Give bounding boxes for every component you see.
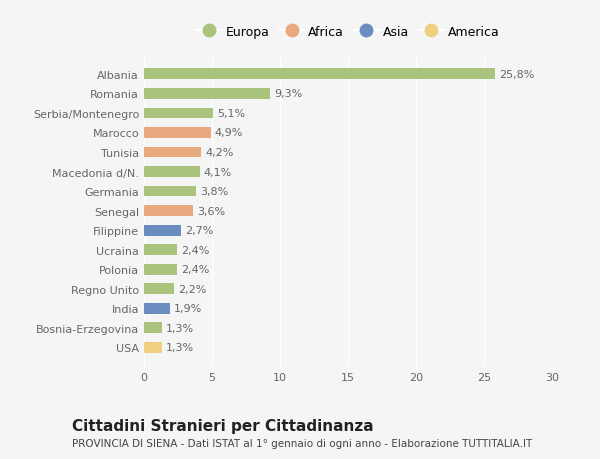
Bar <box>144 245 176 256</box>
Bar <box>144 69 495 80</box>
Bar <box>144 167 200 178</box>
Bar <box>144 128 211 139</box>
Text: 5,1%: 5,1% <box>217 109 245 118</box>
Text: 4,1%: 4,1% <box>204 167 232 177</box>
Bar <box>144 284 174 295</box>
Bar <box>144 323 161 334</box>
Bar <box>144 264 176 275</box>
Text: PROVINCIA DI SIENA - Dati ISTAT al 1° gennaio di ogni anno - Elaborazione TUTTIT: PROVINCIA DI SIENA - Dati ISTAT al 1° ge… <box>72 438 532 448</box>
Bar <box>144 147 201 158</box>
Text: 2,2%: 2,2% <box>178 284 206 294</box>
Bar <box>144 108 214 119</box>
Text: 25,8%: 25,8% <box>499 70 535 79</box>
Bar <box>144 206 193 217</box>
Text: 1,3%: 1,3% <box>166 343 194 353</box>
Text: 3,8%: 3,8% <box>200 187 228 196</box>
Text: 1,9%: 1,9% <box>174 304 202 313</box>
Legend: Europa, Africa, Asia, America: Europa, Africa, Asia, America <box>191 21 505 44</box>
Bar <box>144 186 196 197</box>
Bar <box>144 225 181 236</box>
Text: 4,9%: 4,9% <box>215 128 243 138</box>
Bar <box>144 89 271 100</box>
Text: 4,2%: 4,2% <box>205 148 233 157</box>
Text: 3,6%: 3,6% <box>197 206 225 216</box>
Text: 2,4%: 2,4% <box>181 245 209 255</box>
Text: 9,3%: 9,3% <box>275 89 303 99</box>
Text: 2,7%: 2,7% <box>185 226 213 235</box>
Text: Cittadini Stranieri per Cittadinanza: Cittadini Stranieri per Cittadinanza <box>72 418 374 433</box>
Text: 1,3%: 1,3% <box>166 323 194 333</box>
Bar <box>144 303 170 314</box>
Text: 2,4%: 2,4% <box>181 265 209 274</box>
Bar <box>144 342 161 353</box>
